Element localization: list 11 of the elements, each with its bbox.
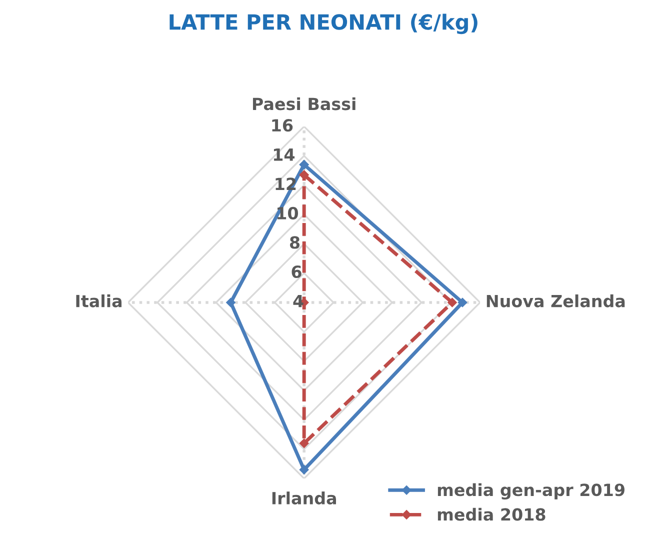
spoke-label: Irlanda	[272, 492, 336, 504]
chart-title: LATTE PER NEONATI (€/kg)	[170, 14, 478, 34]
legend-label: media 2018	[438, 508, 546, 521]
y-tick-label: 16	[272, 119, 293, 132]
y-tick-label: 6	[292, 265, 302, 278]
spoke-label: Italia	[76, 294, 122, 308]
spoke-label: Nuova Zelanda	[486, 294, 625, 308]
spoke-label: Paesi Bassi	[252, 97, 356, 110]
y-tick-label: 14	[274, 148, 295, 161]
legend-label: media gen-apr 2019	[438, 483, 624, 500]
y-tick-label: 8	[290, 236, 300, 249]
